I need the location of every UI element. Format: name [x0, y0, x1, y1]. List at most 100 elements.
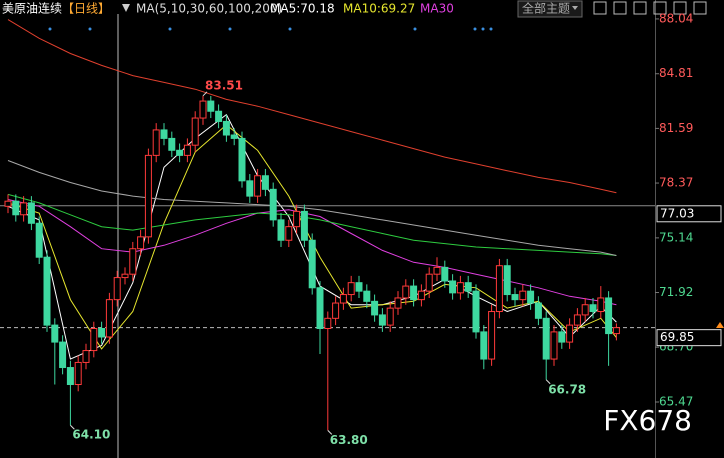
candle-body	[480, 331, 488, 360]
candle-body	[183, 144, 191, 156]
legend-entry: MA30	[420, 2, 454, 16]
candle-body	[66, 367, 74, 386]
candle-body	[20, 202, 28, 216]
candle-body	[144, 154, 152, 238]
candle-body	[285, 226, 293, 241]
annotation-label: 64.10	[72, 428, 110, 442]
annotation-label: 83.51	[205, 78, 243, 92]
toolbar-icon[interactable]	[653, 1, 667, 15]
candle-body	[441, 266, 449, 282]
toolbar-icon[interactable]	[593, 1, 607, 15]
candle-body	[308, 239, 316, 289]
toolbar-icon[interactable]	[673, 1, 687, 15]
watermark: FX678	[603, 404, 692, 437]
candle-body	[417, 290, 425, 301]
candle-body	[246, 180, 254, 197]
candle-body	[527, 290, 535, 304]
candle-body	[534, 302, 542, 319]
candle-body	[51, 324, 59, 343]
y-tick-label: 88.04	[659, 11, 693, 25]
candle-body	[160, 129, 168, 139]
candle-body	[324, 317, 332, 330]
candle-body	[339, 294, 347, 304]
candle-body	[98, 328, 106, 338]
toolbar-icon[interactable]	[693, 1, 707, 15]
candle-body	[363, 290, 371, 302]
price-line-box	[656, 205, 722, 223]
candle-body	[27, 202, 35, 224]
candle-body	[394, 297, 402, 309]
candle-body	[566, 324, 574, 343]
ma-line	[7, 160, 617, 256]
ma-line	[7, 199, 617, 306]
candle-body	[261, 175, 269, 190]
indicator: MA(5,10,30,60,100,200)	[136, 2, 282, 16]
candle-body	[433, 266, 441, 275]
candle-body	[519, 290, 527, 301]
candle-body	[59, 341, 67, 369]
candle-body	[176, 149, 184, 156]
annotation-label: 66.78	[548, 382, 586, 396]
candle-body	[456, 282, 464, 294]
price-marker	[716, 322, 724, 328]
candle-body	[4, 200, 12, 207]
candle-body	[300, 210, 308, 241]
candle-body	[12, 200, 20, 216]
theme-button[interactable]	[517, 0, 583, 18]
candle-body	[542, 317, 550, 360]
candle-body	[113, 277, 121, 301]
candle-body	[277, 219, 285, 241]
candle-body	[425, 273, 433, 292]
legend-entry: MA5:70.18	[270, 2, 335, 16]
candle-body	[269, 188, 277, 221]
ma-line	[7, 19, 617, 194]
candle-body	[168, 137, 176, 151]
annotation-leader	[202, 91, 208, 97]
candle-body	[558, 331, 566, 343]
candle-body	[550, 331, 558, 360]
annotation-leader	[327, 429, 333, 435]
toolbar-icon[interactable]	[613, 1, 627, 15]
annotation-leader	[545, 379, 551, 385]
candle-body	[464, 282, 472, 292]
candle-body	[90, 328, 98, 352]
candle-body	[207, 100, 215, 112]
price-line-box	[656, 329, 722, 347]
candle-body	[199, 100, 207, 119]
ma-line	[7, 193, 617, 256]
candle-body	[191, 117, 199, 146]
y-tick-label: 65.47	[659, 394, 693, 408]
event-dots	[48, 27, 493, 31]
candle-body	[347, 282, 355, 296]
candle-body	[402, 285, 410, 299]
candle-body	[230, 134, 238, 139]
toolbar-icon[interactable]	[633, 1, 647, 15]
candle-body	[215, 110, 223, 122]
candle-body	[74, 361, 82, 386]
candle-body	[332, 302, 340, 319]
indicator-icon[interactable]	[122, 4, 130, 12]
candle-body	[137, 236, 145, 250]
candle-body	[449, 280, 457, 294]
y-tick-label: 78.37	[659, 176, 693, 190]
candle-body	[254, 175, 262, 197]
annotation-leader	[70, 424, 75, 430]
candle-body	[612, 327, 620, 335]
candle-body	[495, 265, 503, 313]
candle-body	[355, 282, 363, 292]
candle-body	[43, 256, 51, 326]
theme-button-label: 全部主题	[522, 1, 570, 16]
candle-body	[316, 287, 324, 329]
candle-body	[152, 129, 160, 156]
period: 【日线】	[62, 2, 110, 16]
candle-body	[472, 290, 480, 333]
candle-body	[35, 222, 43, 258]
candle-body	[378, 314, 386, 326]
y-tick-label: 84.81	[659, 66, 693, 80]
candle-body	[121, 273, 129, 279]
y-tick-label: 75.14	[659, 230, 693, 244]
dropdown-arrow	[572, 6, 578, 10]
candle-body	[222, 120, 230, 136]
candle-body	[293, 210, 301, 228]
